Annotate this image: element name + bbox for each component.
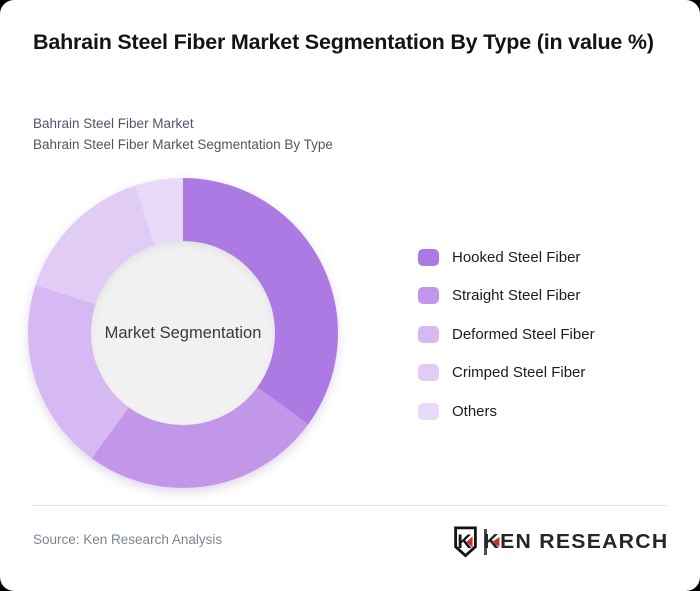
legend-label: Deformed Steel Fiber: [452, 325, 595, 343]
subtitle-line-2: Bahrain Steel Fiber Market Segmentation …: [33, 137, 333, 152]
shield-letter: K: [457, 531, 472, 553]
wordmark-rest: EN RESEARCH: [499, 530, 668, 553]
legend-swatch: [418, 402, 439, 420]
legend-swatch: [418, 325, 439, 343]
legend-label: Crimped Steel Fiber: [452, 364, 586, 382]
legend-label: Hooked Steel Fiber: [452, 248, 581, 266]
legend-item-hooked: Hooked Steel Fiber: [418, 238, 595, 277]
wordmark-red-triangle-icon: [491, 537, 499, 547]
legend-item-deformed: Deformed Steel Fiber: [418, 315, 595, 354]
legend-item-crimped: Crimped Steel Fiber: [418, 354, 595, 393]
legend-swatch: [418, 364, 439, 382]
source-note: Source: Ken Research Analysis: [33, 532, 223, 547]
shield-red-triangle-icon: [466, 536, 473, 548]
page-title: Bahrain Steel Fiber Market Segmentation …: [33, 30, 654, 54]
footer-divider: [33, 505, 667, 506]
donut-chart: Market Segmentation: [28, 178, 338, 488]
ken-research-shield-icon: K: [454, 526, 477, 558]
subtitle-line-1: Bahrain Steel Fiber Market: [33, 116, 194, 131]
ken-research-logo: K K EN RESEARCH: [453, 525, 668, 559]
logo-wordmark: K EN RESEARCH: [483, 531, 668, 554]
legend-item-others: Others: [418, 392, 595, 431]
legend-label: Straight Steel Fiber: [452, 287, 581, 305]
wordmark-letter-k: K: [483, 530, 500, 553]
legend-swatch: [418, 287, 439, 305]
legend-swatch: [418, 248, 439, 266]
chart-legend: Hooked Steel Fiber Straight Steel Fiber …: [418, 238, 595, 431]
chart-subtitle: Bahrain Steel Fiber Market Bahrain Steel…: [33, 113, 333, 155]
donut-center-label: Market Segmentation: [104, 323, 262, 342]
legend-label: Others: [452, 402, 498, 420]
legend-item-straight: Straight Steel Fiber: [418, 277, 595, 316]
logo-separator: [484, 529, 487, 555]
donut-center: Market Segmentation: [91, 241, 275, 425]
